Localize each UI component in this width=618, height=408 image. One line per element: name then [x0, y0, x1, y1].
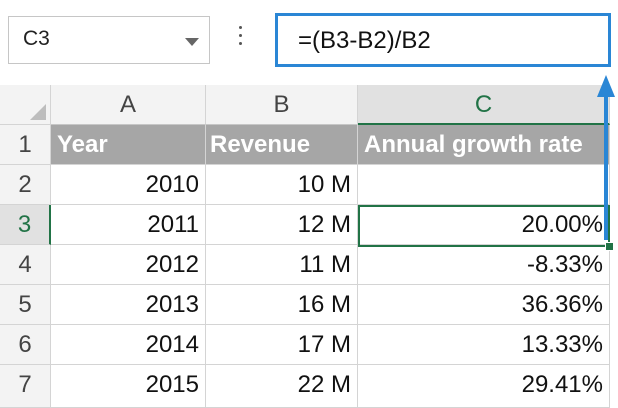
row-header-4[interactable]: 4 [0, 245, 51, 285]
row-header-3[interactable]: 3 [0, 205, 51, 245]
cell-c3[interactable]: 20.00% [358, 205, 610, 245]
cell-c1-growth-header[interactable]: Annual growth rate [358, 125, 610, 165]
cell-a5[interactable]: 2013 [51, 285, 206, 325]
cell-b5[interactable]: 16 M [206, 285, 358, 325]
formula-bar-value: =(B3-B2)/B2 [298, 27, 431, 54]
cell-a6[interactable]: 2014 [51, 325, 206, 365]
name-box[interactable]: C3 [8, 16, 210, 64]
column-header-b[interactable]: B [206, 85, 358, 125]
column-header-c[interactable]: C [358, 85, 610, 125]
cell-a4[interactable]: 2012 [51, 245, 206, 285]
cell-b4[interactable]: 11 M [206, 245, 358, 285]
cell-a3[interactable]: 2011 [51, 205, 206, 245]
fill-handle[interactable] [605, 242, 614, 251]
row-header-1[interactable]: 1 [0, 125, 51, 165]
cell-c6[interactable]: 13.33% [358, 325, 610, 365]
select-all-corner[interactable] [0, 85, 51, 125]
formula-bar[interactable]: =(B3-B2)/B2 [275, 13, 611, 67]
cell-a2[interactable]: 2010 [51, 165, 206, 205]
active-cell-outline [358, 205, 610, 247]
cell-b3[interactable]: 12 M [206, 205, 358, 245]
column-header-a[interactable]: A [51, 85, 206, 125]
up-arrow-icon [597, 75, 615, 97]
cell-b2[interactable]: 10 M [206, 165, 358, 205]
cell-b6[interactable]: 17 M [206, 325, 358, 365]
annotation-arrow-shaft [604, 95, 608, 240]
row-header-7[interactable]: 7 [0, 365, 51, 408]
dropdown-arrow-icon[interactable] [185, 38, 199, 46]
cell-a7[interactable]: 2015 [51, 365, 206, 408]
cell-a1-year-header[interactable]: Year [51, 125, 206, 165]
cell-c5[interactable]: 36.36% [358, 285, 610, 325]
row-header-5[interactable]: 5 [0, 285, 51, 325]
cell-c4[interactable]: -8.33% [358, 245, 610, 285]
cell-b7[interactable]: 22 M [206, 365, 358, 408]
row-header-6[interactable]: 6 [0, 325, 51, 365]
cell-c2[interactable] [358, 165, 610, 205]
more-options-icon[interactable] [238, 26, 244, 56]
cell-c7[interactable]: 29.41% [358, 365, 610, 408]
select-all-triangle-icon [30, 104, 46, 120]
cell-b1-revenue-header[interactable]: Revenue [206, 125, 358, 165]
name-box-value: C3 [23, 27, 50, 50]
row-header-2[interactable]: 2 [0, 165, 51, 205]
